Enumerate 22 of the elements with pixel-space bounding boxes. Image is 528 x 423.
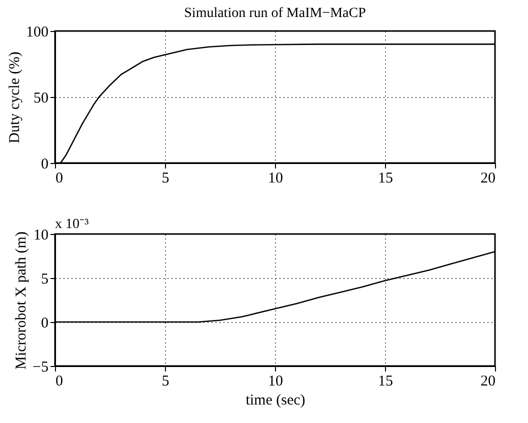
x-tick-label: 0 — [56, 170, 63, 186]
y-axis-title: Duty cycle (%) — [7, 52, 23, 144]
y-tick-label: 5 — [41, 272, 48, 288]
y-tick-label: 10 — [34, 228, 48, 244]
y-tick-label: 0 — [41, 156, 48, 172]
y-axis-title: Microrobot X path (m) — [14, 232, 30, 370]
y-tick-label: 0 — [41, 316, 48, 332]
y-tick-label: 100 — [26, 24, 48, 40]
text: x 10⁻³ — [55, 217, 89, 232]
x-tick-label: 10 — [268, 170, 283, 186]
x-tick-label: 20 — [480, 170, 496, 186]
chart-title: Simulation run of MaIM−MaCP — [184, 6, 366, 21]
x-tick-label: 15 — [378, 170, 393, 186]
y-tick-label: 50 — [34, 90, 48, 106]
y-tick-label: −5 — [32, 360, 48, 376]
x-tick-label: 5 — [162, 374, 170, 390]
x-tick-label: 10 — [268, 374, 283, 390]
x-tick-label: 5 — [162, 170, 170, 186]
x-tick-label: 0 — [56, 374, 63, 390]
x-tick-label: 15 — [378, 374, 393, 390]
x-axis-title: time (sec) — [246, 392, 306, 408]
x-tick-label: 20 — [480, 374, 496, 390]
